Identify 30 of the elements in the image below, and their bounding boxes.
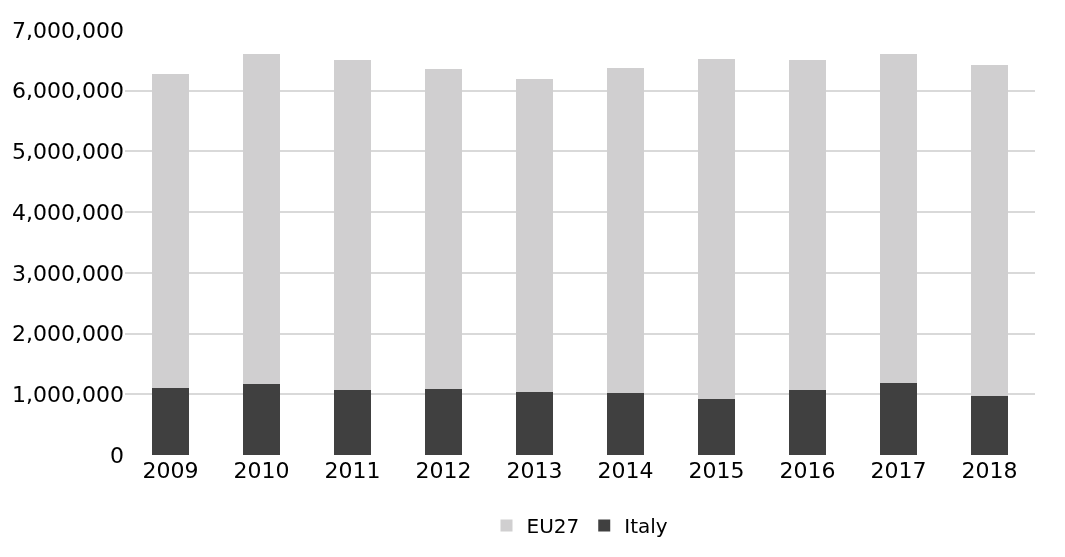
bar	[516, 391, 553, 455]
x-tick-label: 2009	[142, 458, 199, 483]
bar	[152, 388, 189, 455]
bar	[789, 390, 826, 455]
x-tick-label: 2017	[870, 458, 927, 483]
bar	[698, 398, 735, 455]
x-tick-label: 2013	[506, 458, 563, 483]
bar	[425, 389, 462, 455]
bar	[607, 393, 644, 455]
x-tick-label: 2010	[233, 458, 290, 483]
bar	[971, 396, 1008, 455]
y-tick-label: 6,000,000	[12, 78, 124, 104]
y-tick-label: 3,000,000	[12, 260, 124, 286]
y-tick-label: 4,000,000	[12, 199, 124, 225]
x-tick-label: 2012	[415, 458, 472, 483]
y-tick-label: 2,000,000	[12, 321, 124, 347]
legend-label: EU27	[526, 514, 580, 539]
x-tick-label: 2014	[597, 458, 654, 483]
y-tick-label: 5,000,000	[12, 139, 124, 165]
bar	[243, 383, 280, 455]
bar	[880, 383, 917, 455]
y-tick-label: 0	[110, 442, 124, 468]
bar	[334, 390, 371, 455]
x-tick-label: 2011	[324, 458, 381, 483]
y-tick-label: 7,000,000	[12, 17, 124, 43]
x-tick-label: 2018	[961, 458, 1018, 483]
y-tick-label: 1,000,000	[12, 381, 124, 407]
x-tick-label: 2016	[779, 458, 836, 483]
x-tick-label: 2015	[688, 458, 745, 483]
legend-label: Italy	[624, 514, 668, 539]
